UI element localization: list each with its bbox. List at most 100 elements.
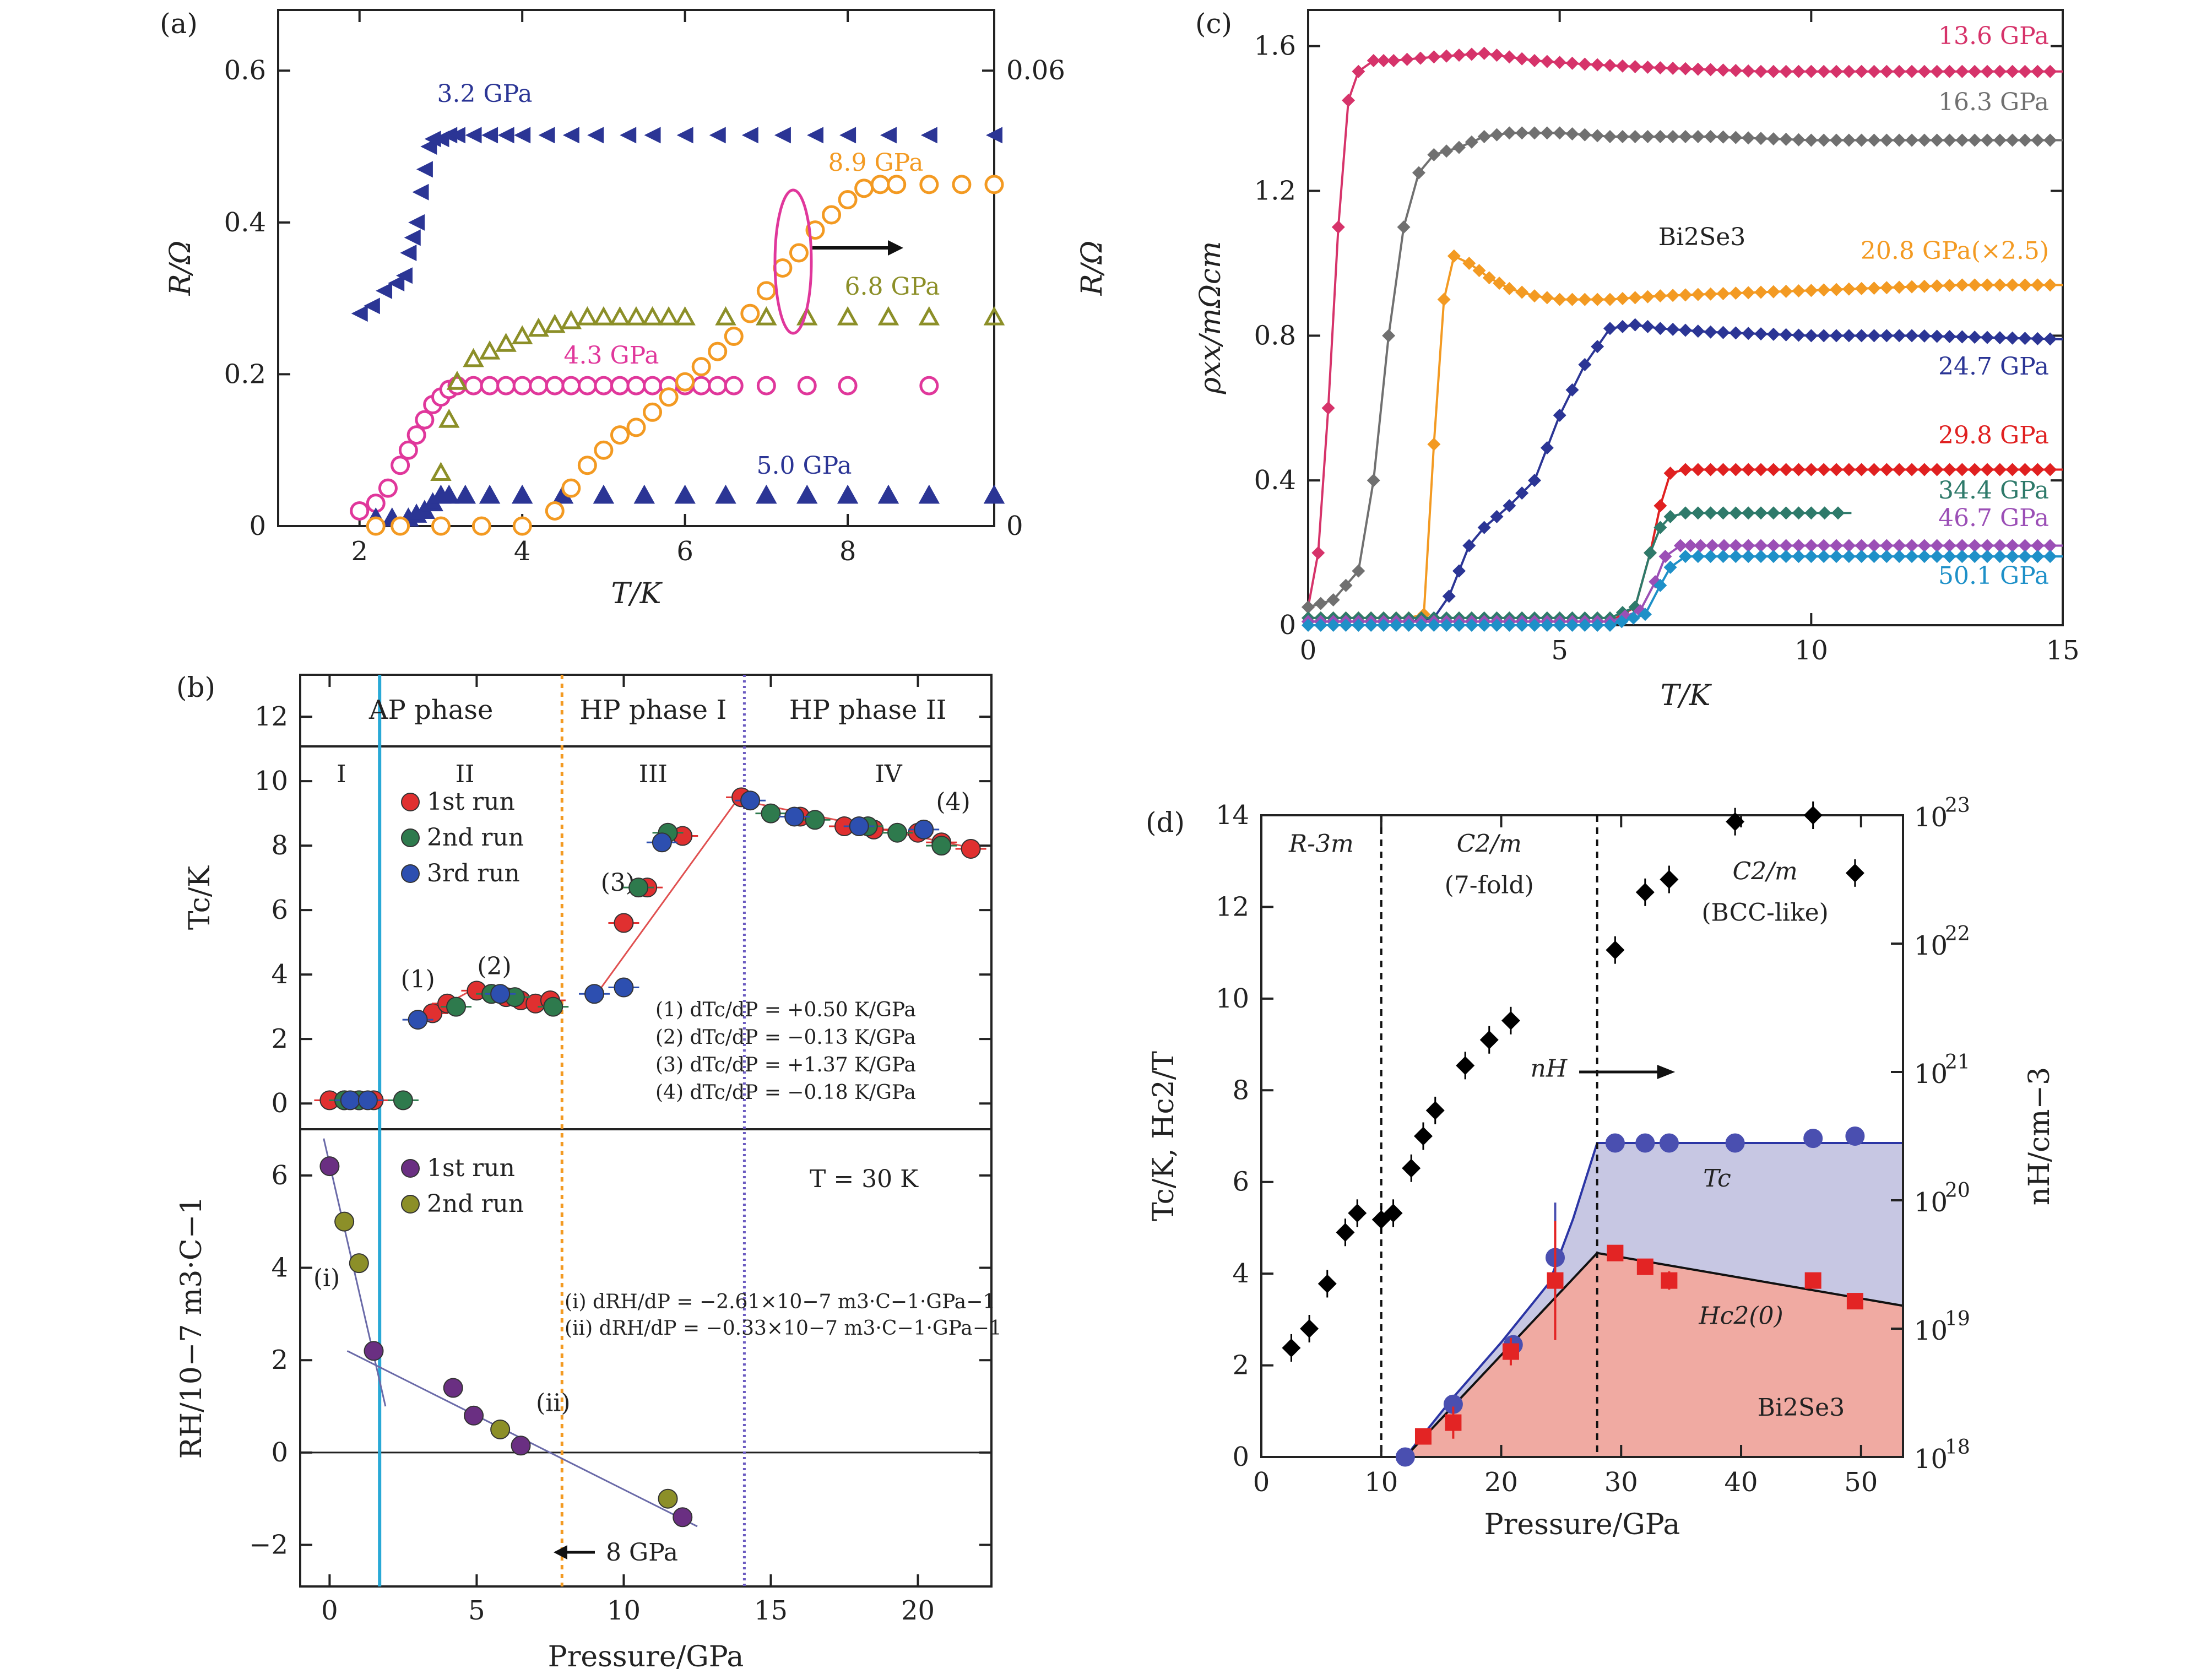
data-point	[1817, 463, 1831, 476]
material-label: Bi2Se3	[1658, 223, 1746, 251]
data-point	[1742, 286, 1755, 300]
data-point	[319, 1156, 340, 1177]
data-point	[625, 306, 647, 326]
y-tick-label: 1.6	[1254, 31, 1296, 62]
data-point	[464, 376, 484, 396]
data-point	[351, 305, 368, 322]
fit-label: (1)	[400, 966, 435, 994]
data-point	[1725, 1133, 1745, 1153]
data-point	[1318, 1274, 1337, 1293]
x-tick-label: 6	[676, 536, 693, 567]
data-point	[1729, 131, 1743, 144]
data-point	[496, 376, 516, 396]
plot-frame	[1260, 814, 1904, 1458]
data-point	[2018, 64, 2032, 78]
data-point	[416, 161, 433, 178]
data-point	[1842, 329, 1856, 343]
data-point	[1968, 278, 1982, 292]
data-point	[1452, 48, 1466, 62]
data-point	[1867, 64, 1881, 78]
data-point	[986, 127, 1002, 144]
data-point	[1968, 64, 1982, 78]
data-point	[1673, 539, 1687, 553]
data-point	[1766, 539, 1780, 553]
region-label: III	[639, 760, 668, 788]
data-point	[2031, 332, 2045, 345]
data-point	[1754, 539, 1768, 553]
data-point	[805, 810, 825, 830]
arrow-label: nH	[1531, 1054, 1568, 1082]
data-point	[538, 127, 555, 144]
y2-tick-label: 10	[1914, 1187, 1948, 1218]
data-point	[1540, 441, 1554, 455]
data-point	[1893, 329, 1906, 343]
data-point	[691, 376, 711, 396]
x-axis-label: T/K	[611, 577, 663, 610]
data-point	[1981, 133, 1994, 147]
data-point	[334, 1211, 355, 1232]
data-point	[610, 425, 630, 445]
data-point	[1993, 278, 2007, 292]
slope-annotation: (2) dTc/dP = −0.13 K/GPa	[655, 1026, 916, 1049]
data-point	[1644, 546, 1657, 560]
data-point	[1792, 539, 1806, 553]
data-point	[1605, 1133, 1625, 1153]
y-tick-label: 12	[1216, 891, 1249, 922]
x-axis-label: Pressure/GPa	[548, 1640, 744, 1673]
data-point	[1817, 133, 1831, 147]
data-point	[438, 484, 460, 504]
data-point	[1716, 286, 1730, 300]
data-point	[1754, 64, 1768, 78]
data-point	[1440, 619, 1454, 632]
data-point	[1716, 506, 1730, 520]
data-point	[675, 372, 695, 392]
y2-tick-label: 10	[1914, 802, 1948, 833]
data-point	[1447, 249, 1461, 263]
data-point	[1993, 463, 2007, 476]
data-point	[691, 357, 711, 377]
data-point	[2005, 278, 2019, 292]
data-point	[1653, 521, 1667, 534]
region-label: I	[337, 760, 346, 788]
data-point	[2031, 278, 2045, 292]
data-point	[1477, 129, 1491, 143]
data-point	[1955, 539, 1969, 553]
data-point	[854, 178, 874, 198]
data-point	[1804, 1272, 1821, 1289]
series-label: 29.8 GPa	[1938, 421, 2049, 449]
data-point	[1553, 126, 1566, 140]
data-point	[1540, 619, 1554, 632]
y2-tick-exponent: 22	[1945, 923, 1970, 945]
data-point	[1540, 291, 1554, 305]
data-point	[1462, 256, 1476, 270]
data-point	[740, 304, 760, 323]
data-point	[1855, 133, 1868, 147]
data-point	[1628, 291, 1642, 305]
legend-label: 2nd run	[427, 1190, 524, 1218]
data-point	[1842, 539, 1856, 553]
data-point	[1591, 58, 1604, 72]
data-point	[1452, 619, 1466, 632]
data-point	[388, 275, 405, 292]
data-point	[870, 175, 890, 194]
data-point	[594, 376, 614, 396]
data-point	[2043, 539, 2057, 553]
slope-annotation: (3) dTc/dP = +1.37 K/GPa	[655, 1054, 916, 1076]
data-point	[412, 183, 429, 201]
data-point	[560, 310, 582, 329]
data-point	[1691, 463, 1705, 476]
data-point	[838, 376, 858, 396]
data-point	[1804, 133, 1818, 147]
data-point	[1553, 619, 1566, 632]
data-point	[1282, 1338, 1301, 1357]
data-point	[708, 376, 728, 396]
data-point	[584, 984, 605, 1004]
data-point	[561, 478, 581, 498]
data-point	[673, 1507, 693, 1528]
y-tick-label: 0.2	[224, 359, 266, 389]
data-point	[774, 127, 791, 144]
data-point	[756, 376, 776, 396]
data-point	[1666, 289, 1680, 302]
region-label: II	[456, 760, 475, 788]
data-point	[562, 127, 579, 144]
